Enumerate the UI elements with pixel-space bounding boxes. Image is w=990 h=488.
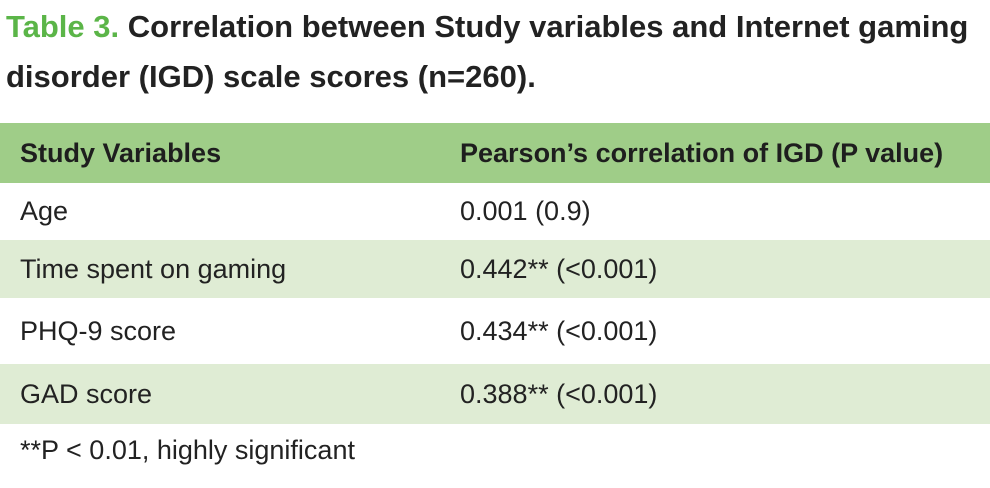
table-row: Time spent on gaming 0.442** (<0.001) [0, 240, 990, 298]
table-title: Correlation between Study variables and … [6, 9, 969, 94]
row-correlation: 0.388** (<0.001) [460, 378, 658, 409]
header-pearson-correlation: Pearson’s correlation of IGD (P value) [460, 137, 944, 168]
row-correlation: 0.001 (0.9) [460, 196, 591, 226]
table-row: Age 0.001 (0.9) [0, 183, 990, 240]
row-variable: Time spent on gaming [20, 253, 287, 284]
table-row: GAD score 0.388** (<0.001) [0, 364, 990, 424]
table-caption: Table 3. Correlation between Study varia… [6, 2, 981, 102]
row-correlation: 0.442** (<0.001) [460, 253, 658, 284]
header-study-variables: Study Variables [20, 137, 222, 168]
table-header-row: Study Variables Pearson’s correlation of… [0, 123, 990, 183]
table-row: PHQ-9 score 0.434** (<0.001) [0, 298, 990, 364]
row-variable: GAD score [20, 378, 153, 409]
row-correlation: 0.434** (<0.001) [460, 315, 658, 346]
table-label: Table 3. [6, 9, 120, 44]
row-variable: PHQ-9 score [20, 315, 177, 346]
correlation-table: Study Variables Pearson’s correlation of… [0, 123, 990, 424]
row-variable: Age [20, 196, 69, 226]
table-footnote: **P < 0.01, highly significant [20, 435, 355, 465]
